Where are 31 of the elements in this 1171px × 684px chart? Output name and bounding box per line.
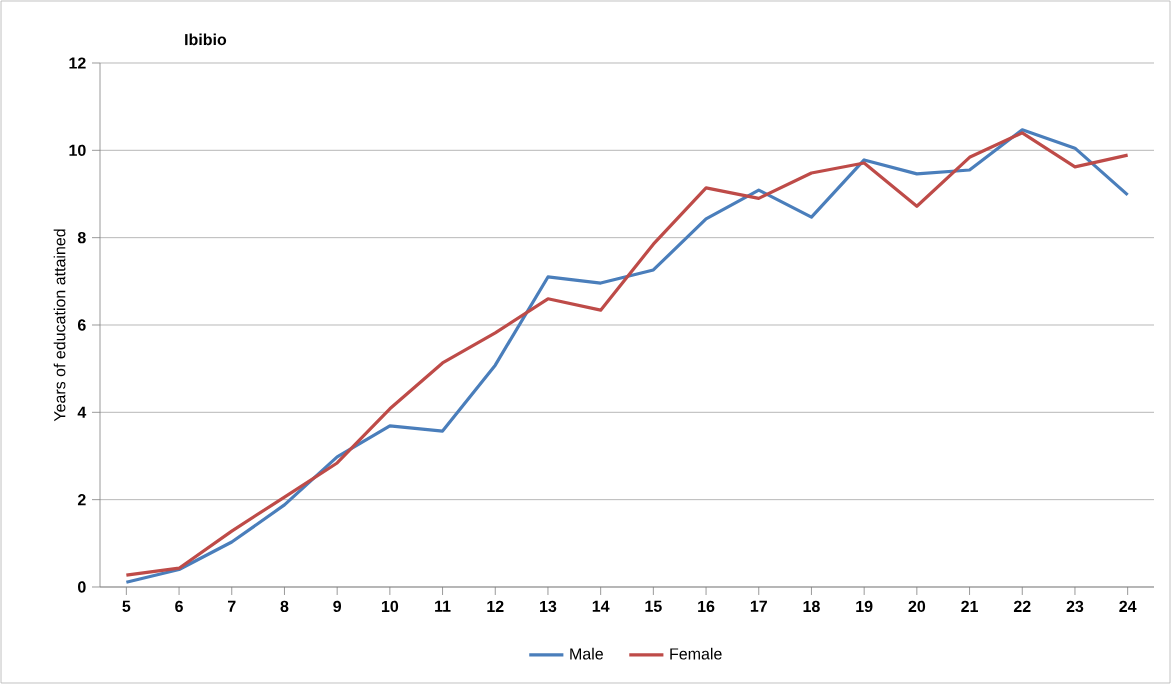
x-tick-label: 15 xyxy=(645,600,662,612)
x-tick-label: 14 xyxy=(592,600,610,612)
x-tick-label: 24 xyxy=(1119,600,1137,612)
x-tick-label: 8 xyxy=(280,600,289,613)
x-tick-label: 10 xyxy=(381,600,399,613)
x-tick-label: 12 xyxy=(487,600,504,612)
legend-label: Female xyxy=(670,647,722,660)
x-tick-label: 23 xyxy=(1066,600,1084,613)
x-tick-label: 11 xyxy=(435,600,451,612)
y-tick-label: 6 xyxy=(77,319,86,331)
y-tick-label: 8 xyxy=(77,232,86,244)
y-tick-label: 2 xyxy=(77,494,86,506)
y-tick-label: 0 xyxy=(78,581,86,593)
y-tick-label: 4 xyxy=(77,406,87,418)
x-tick-label: 19 xyxy=(856,600,873,613)
legend-label: Male xyxy=(570,647,603,660)
x-tick-label: 22 xyxy=(1013,600,1031,612)
y-tick-label: 12 xyxy=(69,57,86,69)
x-tick-label: 21 xyxy=(961,600,978,612)
x-tick-label: 20 xyxy=(908,600,926,613)
y-axis-title: Years of education attained xyxy=(53,229,66,422)
x-tick-label: 16 xyxy=(698,600,715,613)
x-tick-label: 5 xyxy=(122,600,131,612)
x-tick-label: 9 xyxy=(333,600,342,613)
chart-title: Ibibio xyxy=(185,33,227,46)
y-tick-label: 10 xyxy=(69,144,86,156)
x-tick-label: 7 xyxy=(228,600,236,612)
x-tick-label: 6 xyxy=(175,600,183,613)
x-tick-label: 13 xyxy=(540,600,557,613)
x-tick-label: 17 xyxy=(750,600,767,612)
x-tick-label: 18 xyxy=(803,600,820,613)
